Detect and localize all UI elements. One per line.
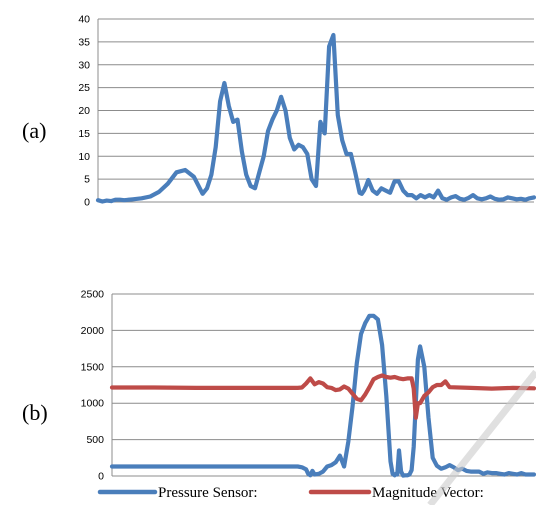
series-line-chart-a — [95, 32, 536, 204]
legend-label: Magnitude Vector: — [372, 485, 484, 501]
panel-label-a: (a) — [22, 118, 46, 143]
series-line-magnitude-vector — [109, 373, 536, 420]
y-tick-label: 1000 — [81, 398, 105, 410]
y-tick-label: 0 — [84, 197, 90, 209]
chart-b-legend: Pressure Sensor: Magnitude Vector: — [97, 485, 484, 501]
y-tick-label: 20 — [78, 105, 90, 117]
chart-b-series — [109, 313, 536, 478]
y-tick-label: 5 — [84, 174, 90, 186]
y-tick-label: 1500 — [81, 361, 105, 373]
y-tick-label: 30 — [78, 59, 90, 71]
chart-a: (a) 0 5 10 15 20 25 30 35 40 — [22, 14, 536, 209]
chart-a-y-tick-labels: 0 5 10 15 20 25 30 35 40 — [78, 14, 90, 209]
y-tick-label: 500 — [86, 434, 104, 446]
y-tick-label: 35 — [78, 36, 90, 48]
legend-label: Pressure Sensor: — [158, 485, 258, 501]
chart-b-gridlines — [111, 293, 534, 477]
scan-artifact-stroke — [427, 369, 536, 505]
chart-a-series — [95, 32, 536, 204]
series-line-pressure-sensor — [109, 313, 536, 478]
y-tick-label: 15 — [78, 128, 90, 140]
panel-label-b: (b) — [22, 400, 48, 425]
y-tick-label: 2000 — [81, 325, 105, 337]
chart-b-y-tick-labels: 0 500 1000 1500 2000 2500 — [81, 289, 105, 483]
y-tick-label: 0 — [98, 471, 104, 483]
y-tick-label: 40 — [78, 14, 90, 26]
y-tick-label: 2500 — [81, 289, 105, 301]
chart-b: (b) 0 500 1000 1500 2000 2500 Pressure Sensor… — [22, 289, 536, 501]
y-tick-label: 10 — [78, 151, 90, 163]
y-tick-label: 25 — [78, 82, 90, 94]
